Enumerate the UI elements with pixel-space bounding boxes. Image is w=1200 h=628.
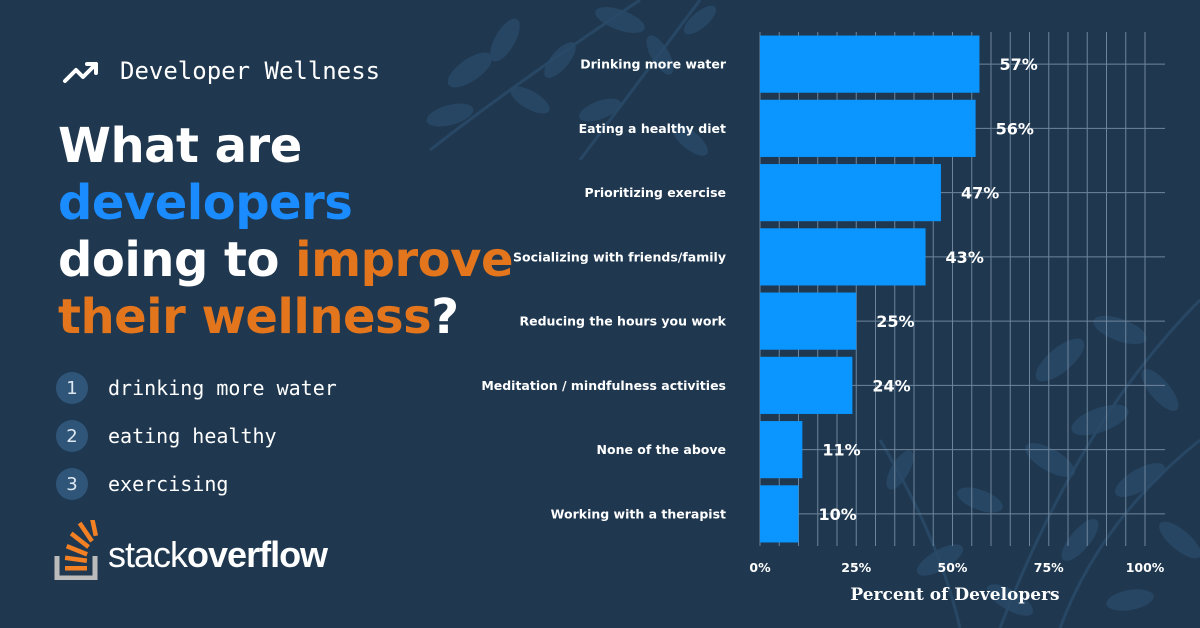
headline-text-1: What are bbox=[58, 118, 302, 174]
value-label: 43% bbox=[946, 248, 984, 267]
category-label: Working with a therapist bbox=[551, 506, 726, 521]
rank-text: drinking more water bbox=[108, 376, 337, 400]
logo-wordmark: stackoverflow bbox=[108, 534, 328, 576]
headline-highlight-wellness: improve their wellness bbox=[58, 232, 514, 345]
bar bbox=[760, 356, 853, 414]
rank-text: eating healthy bbox=[108, 424, 277, 448]
list-item: 1 drinking more water bbox=[56, 372, 337, 404]
category-label: Drinking more water bbox=[580, 57, 727, 72]
rank-number: 3 bbox=[56, 468, 88, 500]
value-label: 25% bbox=[876, 312, 914, 331]
category-label: Socializing with friends/family bbox=[513, 249, 726, 264]
logo-word-stack: stack bbox=[108, 534, 188, 575]
trending-up-icon bbox=[63, 62, 98, 83]
list-item: 2 eating healthy bbox=[56, 420, 337, 452]
bar bbox=[760, 35, 980, 93]
list-item: 3 exercising bbox=[56, 468, 337, 500]
bar bbox=[760, 292, 857, 350]
rank-number: 1 bbox=[56, 372, 88, 404]
rank-number: 2 bbox=[56, 420, 88, 452]
bar bbox=[760, 164, 941, 222]
stackoverflow-logo: stackoverflow bbox=[54, 520, 328, 580]
top-three-list: 1 drinking more water 2 eating healthy 3… bbox=[56, 372, 337, 516]
stackoverflow-icon bbox=[54, 520, 99, 580]
headline-text-3: ? bbox=[431, 289, 459, 345]
headline-text-2: doing to bbox=[58, 232, 296, 288]
bar bbox=[760, 485, 799, 543]
labels: Drinking more water 57% Eating a healthy d… bbox=[481, 55, 1164, 575]
value-label: 11% bbox=[822, 441, 860, 460]
rank-text: exercising bbox=[108, 472, 229, 496]
category-label: Prioritizing exercise bbox=[585, 185, 726, 200]
x-tick-label: 50% bbox=[938, 560, 968, 575]
x-tick-label: 0% bbox=[749, 560, 771, 575]
value-label: 57% bbox=[999, 55, 1037, 74]
category-label: Reducing the hours you work bbox=[520, 314, 727, 329]
value-label: 24% bbox=[872, 376, 910, 395]
x-tick-label: 75% bbox=[1034, 560, 1064, 575]
category-label: None of the above bbox=[597, 442, 726, 457]
category-label: Eating a healthy diet bbox=[579, 121, 726, 136]
logo-word-overflow: overflow bbox=[187, 534, 328, 575]
bar bbox=[760, 99, 976, 157]
value-label: 56% bbox=[996, 119, 1034, 138]
bars bbox=[760, 35, 980, 543]
headline-highlight-developers: developers bbox=[58, 175, 353, 231]
x-tick-label: 25% bbox=[841, 560, 871, 575]
bar bbox=[760, 228, 926, 286]
x-axis-title: Percent of Developers bbox=[850, 585, 1059, 605]
value-label: 47% bbox=[961, 184, 999, 203]
headline: What are developers doing to improve the… bbox=[58, 118, 518, 346]
value-label: 10% bbox=[819, 505, 857, 524]
category-tag: Developer Wellness bbox=[62, 56, 380, 86]
x-tick-label: 100% bbox=[1126, 560, 1165, 575]
category-tag-label: Developer Wellness bbox=[120, 57, 381, 85]
category-label: Meditation / mindfulness activities bbox=[481, 378, 726, 393]
bar bbox=[760, 421, 803, 479]
